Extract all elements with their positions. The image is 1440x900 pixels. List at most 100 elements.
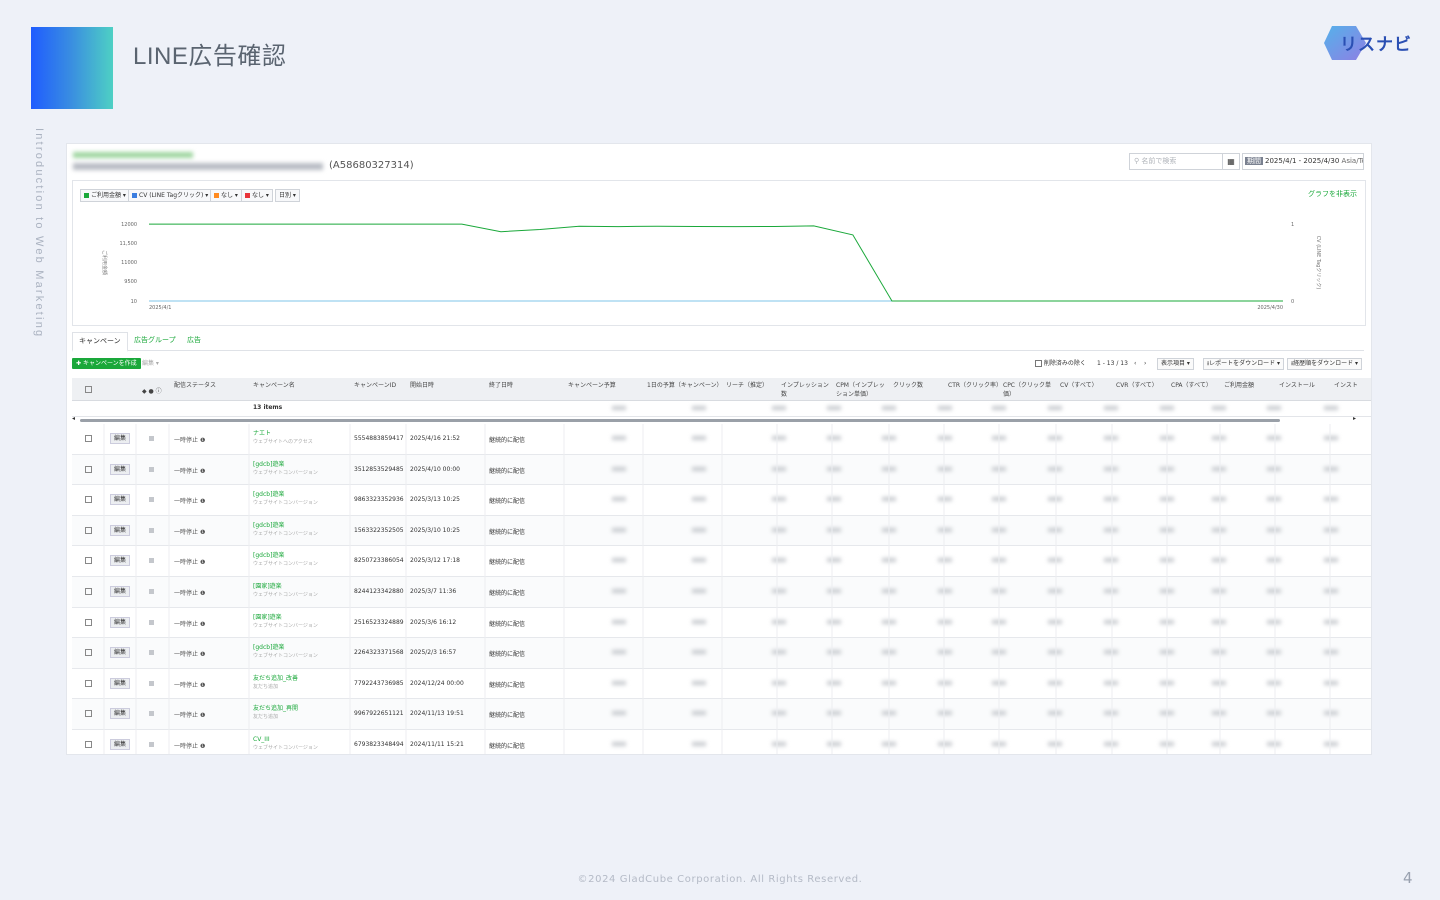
blurred-metric (938, 620, 952, 624)
edit-button[interactable]: 編集 (110, 555, 130, 566)
row-checkbox[interactable] (85, 588, 92, 595)
table-row[interactable]: 編集 一時停止 ❶ ナエト ウェブサイトへのアクセス 5554883859417 2025… (72, 424, 1371, 455)
blurred-metric (1267, 467, 1281, 471)
table-row[interactable]: 編集 一時停止 ❶ [園家]遊楽 ウェブサイトコンバージョン 8244123342880… (72, 577, 1371, 608)
campaign-name-link[interactable]: [園家]遊楽 (253, 582, 282, 591)
blurred-metric (882, 681, 896, 685)
campaign-id: 1563322352505 (354, 527, 404, 534)
delivery-status: 一時停止 ❶ (174, 435, 205, 444)
report-label: レポートをダウンロード (1209, 360, 1275, 367)
blurred-metric (827, 497, 841, 501)
row-checkbox[interactable] (85, 435, 92, 442)
edit-button[interactable]: 編集 (110, 617, 130, 628)
search-input[interactable]: ⚲ 名前で検索 (1129, 153, 1223, 170)
edit-button[interactable]: 編集 (110, 433, 130, 444)
select-all-checkbox[interactable] (85, 386, 92, 393)
row-checkbox[interactable] (85, 680, 92, 687)
columns-button[interactable]: 表示項目 ▾ (1157, 358, 1194, 370)
blurred-metric (992, 558, 1006, 562)
calendar-icon[interactable]: ▦ (1222, 153, 1240, 170)
edit-button[interactable]: 編集 (110, 464, 130, 475)
scroll-right-icon[interactable]: ▸ (1353, 415, 1356, 422)
row-checkbox[interactable] (85, 619, 92, 626)
blurred-metric (1160, 558, 1174, 562)
start-date: 2025/3/12 17:18 (410, 557, 460, 564)
tab-adgroup[interactable]: 広告グループ (128, 332, 182, 349)
table-row[interactable]: 編集 一時停止 ❶ [gdcb]遊楽 ウェブサイトコンバージョン 82507233860… (72, 546, 1371, 577)
blurred-metric (1212, 528, 1226, 532)
scroll-left-icon[interactable]: ◂ (72, 415, 75, 422)
summary-count: 13 items (253, 400, 282, 416)
blurred-metrics (562, 699, 1371, 728)
history-download-button[interactable]: ⭳経歴順をダウンロード ▾ (1287, 358, 1362, 370)
campaign-name-link[interactable]: [園家]遊楽 (253, 613, 282, 622)
breadcrumb[interactable] (73, 152, 193, 158)
next-page-button[interactable]: › (1144, 358, 1146, 369)
end-date: 継続的に配信 (489, 680, 525, 689)
table-row[interactable]: 編集 一時停止 ❶ [gdcb]遊楽 ウェブサイトコンバージョン 22643233715… (72, 638, 1371, 669)
table-row[interactable]: 編集 一時停止 ❶ 友だち追加_改善 友だち追加 7792243736985 2024/1… (72, 669, 1371, 700)
row-checkbox[interactable] (85, 527, 92, 534)
blurred-metric (938, 681, 952, 685)
campaign-id: 5554883859417 (354, 435, 404, 442)
report-download-button[interactable]: ⭳レポートをダウンロード ▾ (1203, 358, 1284, 370)
tab-campaign[interactable]: キャンペーン (72, 332, 128, 352)
horizontal-scrollbar[interactable]: ◂ ▸ (72, 417, 1364, 423)
status-dot (149, 650, 154, 655)
blurred-metric (882, 620, 896, 624)
row-checkbox[interactable] (85, 649, 92, 656)
create-campaign-button[interactable]: ✚ キャンペーンを作成 (72, 358, 141, 369)
campaign-name-link[interactable]: CV_III (253, 735, 270, 744)
table-row[interactable]: 編集 一時停止 ❶ [園家]遊楽 ウェブサイトコンバージョン 2516523324889… (72, 608, 1371, 639)
edit-button[interactable]: 編集 (110, 708, 130, 719)
campaign-name-link[interactable]: 友だち追加_再開 (253, 704, 298, 713)
delivery-status: 一時停止 ❶ (174, 588, 205, 597)
blurred-metric (1160, 742, 1174, 746)
edit-button[interactable]: 編集 (110, 494, 130, 505)
edit-button[interactable]: 編集 (110, 678, 130, 689)
blurred-metric (1212, 681, 1226, 685)
blurred-metric (692, 620, 706, 624)
campaign-name-link[interactable]: 友だち追加_改善 (253, 674, 298, 683)
blurred-metric (612, 589, 626, 593)
campaign-name-link[interactable]: [gdcb]遊楽 (253, 643, 284, 652)
campaign-name-link[interactable]: [gdcb]遊楽 (253, 490, 284, 499)
edit-button[interactable]: 編集 (110, 647, 130, 658)
campaign-name-link[interactable]: [gdcb]遊楽 (253, 460, 284, 469)
blurred-metric (938, 650, 952, 654)
row-checkbox[interactable] (85, 741, 92, 748)
edit-button[interactable]: 編集 (110, 525, 130, 536)
status-text: 一時停止 (174, 468, 198, 475)
campaign-name-link[interactable]: ナエト (253, 429, 271, 438)
edit-button[interactable]: 編集 (110, 739, 130, 750)
blurred-metric (1048, 711, 1062, 715)
table-row[interactable]: 編集 一時停止 ❶ CV_III ウェブサイトコンバージョン 6793823348494… (72, 730, 1371, 754)
row-checkbox[interactable] (85, 466, 92, 473)
row-checkbox[interactable] (85, 496, 92, 503)
blurred-metric (992, 497, 1006, 501)
campaign-name-link[interactable]: [gdcb]遊楽 (253, 551, 284, 560)
tab-ad[interactable]: 広告 (181, 332, 207, 349)
prev-page-button[interactable]: ‹ (1134, 358, 1136, 369)
edit-button[interactable]: 編集 (110, 586, 130, 597)
status-text: 一時停止 (174, 437, 198, 444)
table-row[interactable]: 編集 一時停止 ❶ [gdcb]遊楽 ウェブサイトコンバージョン 98633233529… (72, 485, 1371, 516)
checkbox[interactable] (1035, 360, 1042, 367)
blurred-metric (992, 528, 1006, 532)
row-checkbox[interactable] (85, 710, 92, 717)
blurred-metric (1324, 589, 1338, 593)
summary-metrics (562, 400, 1371, 416)
show-deleted-toggle[interactable]: 削除済みの除く (1035, 358, 1086, 369)
blurred-metric (827, 467, 841, 471)
scroll-thumb[interactable] (80, 419, 1280, 422)
blurred-metric (1267, 589, 1281, 593)
info-icon: ❶ (200, 559, 205, 566)
edit-dropdown[interactable]: 編集 ▾ (142, 358, 159, 369)
row-checkbox[interactable] (85, 557, 92, 564)
table-row[interactable]: 編集 一時停止 ❶ 友だち追加_再開 友だち追加 9967922651121 2024/1… (72, 699, 1371, 730)
table-row[interactable]: 編集 一時停止 ❶ [gdcb]遊楽 ウェブサイトコンバージョン 15633223525… (72, 516, 1371, 547)
table-row[interactable]: 編集 一時停止 ❶ [gdcb]遊楽 ウェブサイトコンバージョン 35128535294… (72, 455, 1371, 486)
blurred-metric (882, 436, 896, 440)
campaign-name-link[interactable]: [gdcb]遊楽 (253, 521, 284, 530)
